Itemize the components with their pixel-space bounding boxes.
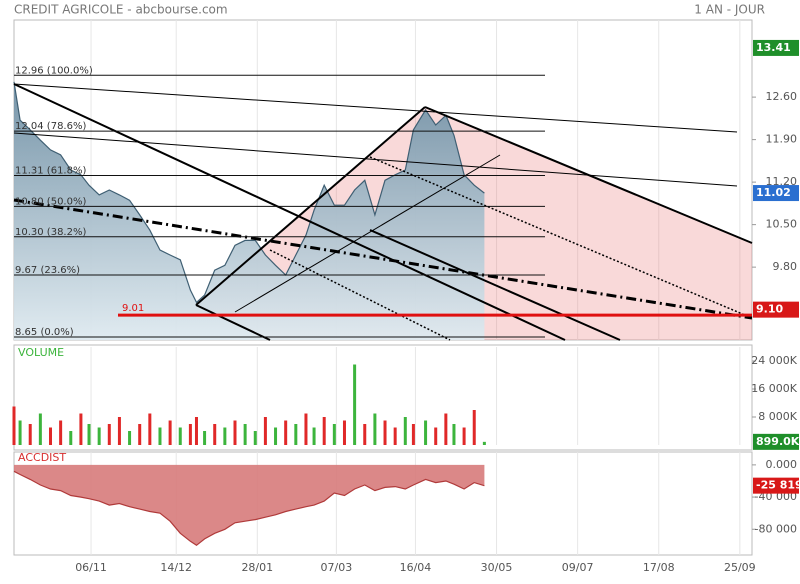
volume-bar <box>394 428 397 446</box>
volume-bar <box>39 414 42 446</box>
volume-bar <box>223 428 226 446</box>
volume-bar <box>203 431 206 445</box>
volume-bar <box>254 431 257 445</box>
volume-bar <box>59 421 62 446</box>
volume-bar <box>138 424 141 445</box>
volume-bar <box>323 417 326 445</box>
volume-bar <box>313 428 316 446</box>
volume-bar <box>179 428 182 446</box>
y-tick-label: 16 000K <box>751 382 797 395</box>
volume-bar <box>333 424 336 445</box>
volume-bar <box>353 365 356 446</box>
volume-bar <box>452 424 455 445</box>
panel-title: VOLUME <box>18 346 64 359</box>
chart-title: CREDIT AGRICOLE - abcbourse.com <box>14 3 228 17</box>
volume-bar <box>213 424 216 445</box>
x-tick-label: 30/05 <box>481 561 513 574</box>
volume-bar <box>274 428 277 446</box>
volume-bar <box>404 417 407 445</box>
volume-bar <box>373 414 376 446</box>
value-marker-label: 13.41 <box>756 41 791 54</box>
x-tick-label: 17/08 <box>643 561 675 574</box>
volume-bar <box>195 417 198 445</box>
x-tick-label: 07/03 <box>321 561 353 574</box>
volume-bar <box>424 421 427 446</box>
x-tick-label: 14/12 <box>160 561 192 574</box>
y-tick-label: -80 000 <box>755 522 797 535</box>
x-tick-label: 16/04 <box>400 561 432 574</box>
value-marker-label: 11.02 <box>756 186 791 199</box>
volume-bar <box>19 421 22 446</box>
y-tick-label: 9.80 <box>773 260 798 273</box>
x-tick-label: 09/07 <box>562 561 594 574</box>
fib-label: 11.31 (61.8%) <box>15 165 86 176</box>
x-tick-label: 28/01 <box>241 561 273 574</box>
volume-bar <box>108 424 111 445</box>
y-tick-label: 8 000K <box>758 410 797 423</box>
volume-bar <box>79 414 82 446</box>
volume-bar <box>473 410 476 445</box>
volume-bar <box>69 431 72 445</box>
volume-bar <box>284 421 287 446</box>
y-tick-label: 0.000 <box>766 458 798 471</box>
volume-bar <box>434 428 437 446</box>
volume-bar <box>29 424 32 445</box>
volume-bar <box>343 421 346 446</box>
panel-title: ACCDIST <box>18 451 66 464</box>
volume-bar <box>88 424 91 445</box>
fib-label: 10.80 (50.0%) <box>15 196 86 207</box>
y-tick-label: 11.90 <box>766 133 798 146</box>
volume-bar <box>49 428 52 446</box>
volume-bar <box>158 428 161 446</box>
fib-label: 12.04 (78.6%) <box>15 121 86 132</box>
volume-bar <box>294 424 297 445</box>
volume-panel <box>14 345 752 450</box>
y-tick-label: 10.50 <box>766 218 798 231</box>
volume-bar <box>98 428 101 446</box>
y-tick-label: 12.60 <box>766 90 798 103</box>
volume-bar <box>244 424 247 445</box>
volume-bar <box>412 424 415 445</box>
value-marker-label: 9.10 <box>756 303 783 316</box>
x-tick-label: 06/11 <box>75 561 107 574</box>
volume-bar <box>304 414 307 446</box>
fib-label: 10.30 (38.2%) <box>15 227 86 238</box>
volume-bar <box>148 414 151 446</box>
volume-bar <box>483 442 486 445</box>
volume-bar <box>264 417 267 445</box>
fib-label: 12.96 (100.0%) <box>15 65 93 76</box>
volume-bar <box>189 424 192 445</box>
x-tick-label: 25/09 <box>724 561 756 574</box>
y-tick-label: 24 000K <box>751 354 797 367</box>
volume-bar <box>128 431 131 445</box>
fib-label: 8.65 (0.0%) <box>15 327 74 338</box>
volume-bar <box>463 428 466 446</box>
value-marker-label: 899.0K <box>756 435 800 448</box>
volume-bar <box>363 424 366 445</box>
period: 1 AN - JOUR <box>694 3 765 17</box>
volume-bar <box>118 417 121 445</box>
volume-bar <box>384 421 387 446</box>
fib-label: 9.67 (23.6%) <box>15 265 80 276</box>
volume-bar <box>169 421 172 446</box>
value-marker-label: -25 819 <box>756 479 800 492</box>
volume-bar <box>13 407 16 446</box>
volume-bar <box>233 421 236 446</box>
volume-bar <box>444 414 447 446</box>
support-label: 9.01 <box>122 303 144 314</box>
